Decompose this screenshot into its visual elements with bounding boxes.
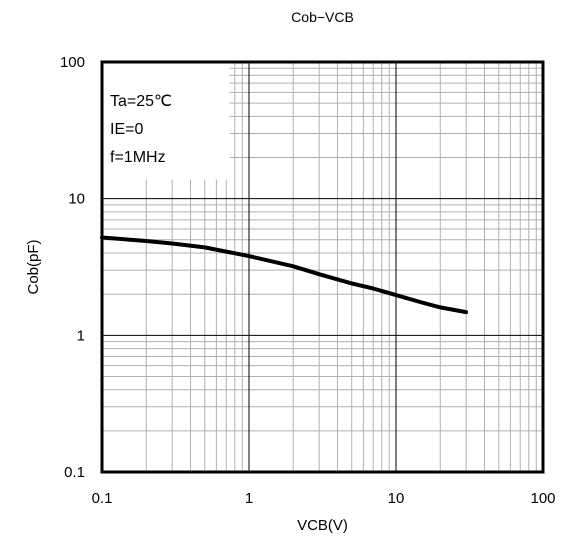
y-tick-label: 1	[77, 327, 85, 344]
x-tick-label: 1	[245, 490, 253, 507]
annotation-background	[103, 63, 230, 180]
x-tick-label: 10	[388, 490, 405, 507]
annotation-box: Ta=25℃ IE=0 f=1MHz	[103, 63, 230, 180]
y-tick-label: 10	[68, 191, 85, 208]
x-axis-label: VCB(V)	[297, 517, 348, 534]
cob-curve	[100, 235, 469, 315]
y-axis-label: Cob(pF)	[25, 239, 42, 294]
y-tick-label: 0.1	[64, 464, 85, 481]
plot-frame	[100, 60, 545, 474]
y-tick-label: 100	[60, 54, 85, 71]
y-tick-labels: 0.1 1 10 100	[60, 54, 85, 481]
x-tick-labels: 0.1 1 10 100	[92, 490, 556, 507]
chart-title: Cob−VCB	[291, 9, 354, 25]
x-tick-label: 100	[530, 490, 555, 507]
annotation-line: Ta=25℃	[110, 93, 172, 110]
plot-series	[100, 235, 469, 315]
annotation-line: f=1MHz	[110, 149, 166, 166]
annotation-line: IE=0	[110, 121, 143, 138]
major-grid	[102, 62, 543, 472]
x-tick-label: 0.1	[92, 490, 113, 507]
